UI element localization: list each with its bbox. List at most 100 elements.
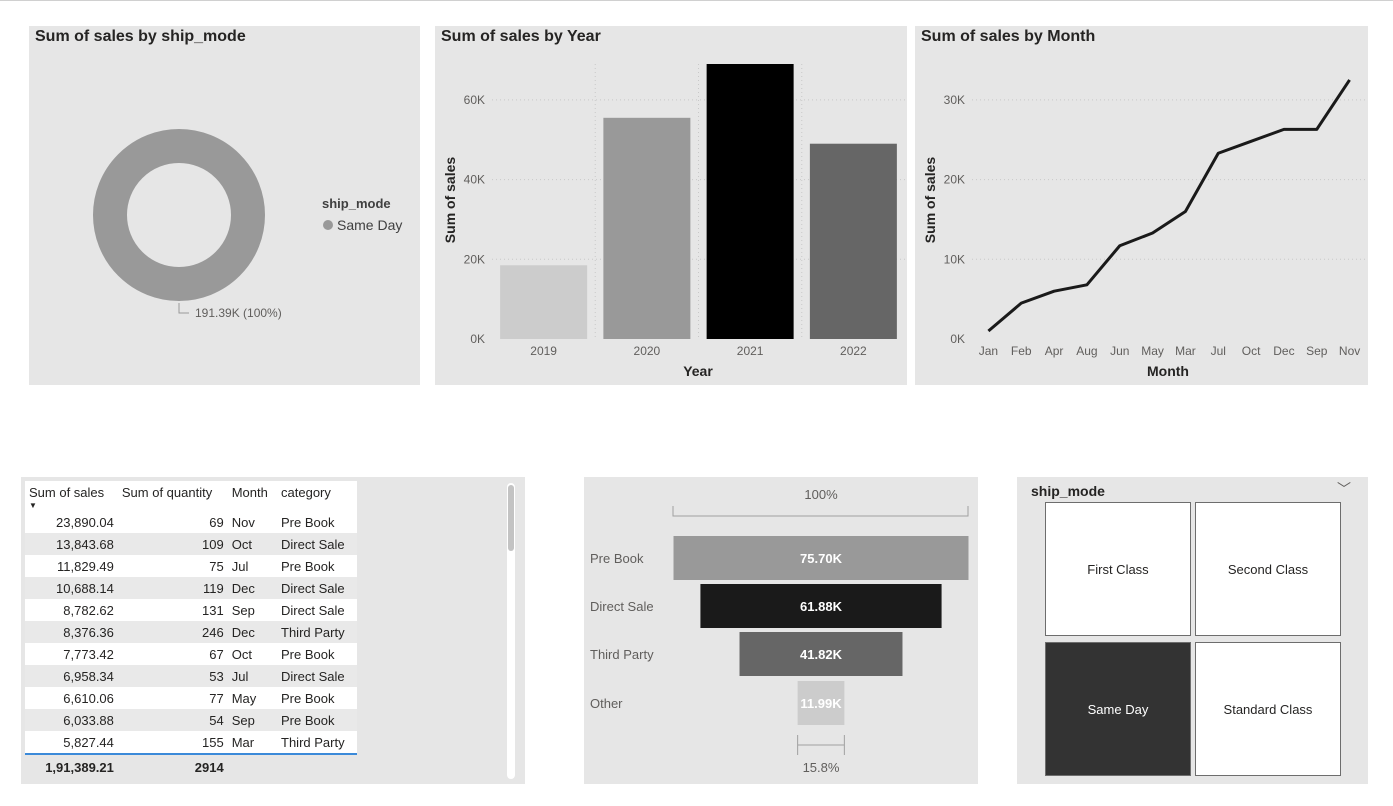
bar-y-tick-label: 60K (464, 93, 485, 107)
bar-x-tick-label: 2022 (840, 344, 867, 358)
cell-sum-of-quantity: 131 (117, 599, 228, 621)
funnel-top-bracket (672, 506, 969, 517)
cell-sum-of-quantity: 155 (117, 731, 228, 754)
line-x-tick-label: Nov (1339, 344, 1360, 358)
line-y-tick-label: 10K (944, 252, 965, 266)
cell-month: Jul (227, 665, 278, 687)
table-header-row: Sum of sales Sum of quantity Month categ… (25, 481, 357, 511)
bar-x-tick-label: 2021 (737, 344, 764, 358)
line-y-tick-label: 30K (944, 93, 965, 107)
cell-sum-of-sales: 6,958.34 (25, 665, 118, 687)
line-x-tick-label: Dec (1273, 344, 1294, 358)
cell-category: Direct Sale (277, 599, 357, 621)
cell-month: Sep (227, 599, 278, 621)
cell-sum-of-sales: 7,773.42 (25, 643, 118, 665)
total-cell: 1,91,389.21 (25, 753, 118, 779)
donut-legend-title: ship_mode (322, 196, 391, 211)
bar-2019 (500, 265, 588, 339)
table-row[interactable]: 23,890.04 69 Nov Pre Book (25, 511, 357, 533)
sales-table-card[interactable]: Sum of sales Sum of quantity Month categ… (21, 477, 525, 784)
funnel-bottom-percent-label: 15.8% (803, 760, 840, 775)
chevron-down-icon[interactable]: ﹀ (1337, 481, 1351, 497)
sales-table[interactable]: Sum of sales Sum of quantity Month categ… (25, 481, 357, 779)
cell-sum-of-sales: 23,890.04 (25, 511, 118, 533)
cell-category: Third Party (277, 731, 357, 754)
funnel-bar-third-party (739, 632, 903, 676)
line-chart[interactable]: 0K 10K 20K 30K Jan Feb Apr Aug Jun May Mar Jul Oct D… (915, 26, 1368, 385)
table-row[interactable]: 6,958.34 53 Jul Direct Sale (25, 665, 357, 687)
cell-sum-of-quantity: 109 (117, 533, 228, 555)
table-row[interactable]: 8,376.36 246 Dec Third Party (25, 621, 357, 643)
donut-chart[interactable]: 191.39K (100%) ship_mode Same Day (29, 26, 420, 385)
slicer-tile-first-class[interactable]: First Class (1045, 502, 1191, 636)
sort-descending-icon: ▼ (29, 501, 37, 510)
table-row[interactable]: 8,782.62 131 Sep Direct Sale (25, 599, 357, 621)
funnel-chart[interactable]: 100% Pre Book Direct Sale Third Party Other… (584, 477, 978, 784)
funnel-category-label: Pre Book (590, 551, 644, 566)
line-chart-card[interactable]: Sum of sales by Month 0K 10K 20K 30K Jan Feb… (915, 26, 1368, 385)
funnel-value-label: 11.99K (800, 696, 842, 711)
table-row[interactable]: 11,829.49 75 Jul Pre Book (25, 555, 357, 577)
funnel-value-label: 41.82K (800, 647, 843, 662)
cell-month: Oct (227, 533, 278, 555)
cell-month: Sep (227, 709, 278, 731)
table-row[interactable]: 13,843.68 109 Oct Direct Sale (25, 533, 357, 555)
cell-month: Nov (227, 511, 278, 533)
bar-chart-title: Sum of sales by Year (441, 28, 601, 45)
cell-category: Pre Book (277, 643, 357, 665)
cell-month: May (227, 687, 278, 709)
cell-sum-of-quantity: 246 (117, 621, 228, 643)
col-header-sum-of-sales[interactable]: Sum of sales (25, 481, 118, 511)
table-row[interactable]: 5,827.44 155 Mar Third Party (25, 731, 357, 754)
cell-month: Mar (227, 731, 278, 754)
funnel-bar-direct-sale (700, 584, 942, 628)
donut-chart-card[interactable]: Sum of sales by ship_mode 191.39K (100%)… (29, 26, 420, 385)
cell-month: Dec (227, 621, 278, 643)
slicer-tile-standard-class[interactable]: Standard Class (1195, 642, 1341, 776)
cell-category: Pre Book (277, 709, 357, 731)
cell-category: Direct Sale (277, 665, 357, 687)
bar-2020 (603, 117, 691, 339)
bar-chart-card[interactable]: Sum of sales by Year 0K 20K 40K 60K 2019 202… (435, 26, 907, 385)
line-y-tick-label: 0K (950, 332, 965, 346)
table-row[interactable]: 10,688.14 119 Dec Direct Sale (25, 577, 357, 599)
slicer-tile-same-day[interactable]: Same Day (1045, 642, 1191, 776)
bar-y-axis-title: Sum of sales (442, 157, 458, 244)
funnel-chart-card[interactable]: 100% Pre Book Direct Sale Third Party Other… (584, 477, 978, 784)
cell-sum-of-quantity: 69 (117, 511, 228, 533)
table-scrollbar-thumb[interactable] (508, 485, 514, 551)
line-y-tick-label: 20K (944, 173, 965, 187)
col-header-month[interactable]: Month (227, 481, 278, 511)
bar-chart[interactable]: 0K 20K 40K 60K 2019 2020 2021 2022 Sum of sale… (435, 26, 907, 385)
cell-sum-of-sales: 8,376.36 (25, 621, 118, 643)
line-x-tick-label: May (1141, 344, 1164, 358)
bar-2022 (809, 143, 897, 339)
line-y-axis-title: Sum of sales (922, 157, 938, 244)
top-divider (0, 0, 1393, 1)
donut-chart-title: Sum of sales by ship_mode (35, 28, 246, 45)
slicer-tile-second-class[interactable]: Second Class (1195, 502, 1341, 636)
table-row[interactable]: 6,610.06 77 May Pre Book (25, 687, 357, 709)
funnel-top-percent-label: 100% (804, 487, 838, 502)
ship-mode-slicer-card[interactable]: ship_mode ﹀ First Class Second Class Sam… (1017, 477, 1368, 784)
bar-y-tick-label: 0K (470, 332, 485, 346)
col-header-sum-of-quantity[interactable]: Sum of quantity (117, 481, 228, 511)
cell-sum-of-quantity: 53 (117, 665, 228, 687)
cell-category: Third Party (277, 621, 357, 643)
slicer-title: ship_mode (1031, 483, 1105, 499)
table-total-row: 1,91,389.21 2914 (25, 753, 357, 779)
line-x-tick-label: Jul (1211, 344, 1226, 358)
table-scrollbar[interactable] (507, 483, 515, 779)
line-chart-title: Sum of sales by Month (921, 28, 1096, 45)
cell-sum-of-sales: 10,688.14 (25, 577, 118, 599)
donut-label-leader (178, 303, 189, 314)
table-row[interactable]: 7,773.42 67 Oct Pre Book (25, 643, 357, 665)
cell-sum-of-quantity: 75 (117, 555, 228, 577)
col-header-category[interactable]: category (277, 481, 357, 511)
funnel-category-label: Third Party (590, 647, 654, 662)
cell-category: Pre Book (277, 687, 357, 709)
cell-sum-of-quantity: 67 (117, 643, 228, 665)
table-row[interactable]: 6,033.88 54 Sep Pre Book (25, 709, 357, 731)
line-series-sales (987, 79, 1351, 333)
donut-slice-same-day (93, 129, 265, 301)
